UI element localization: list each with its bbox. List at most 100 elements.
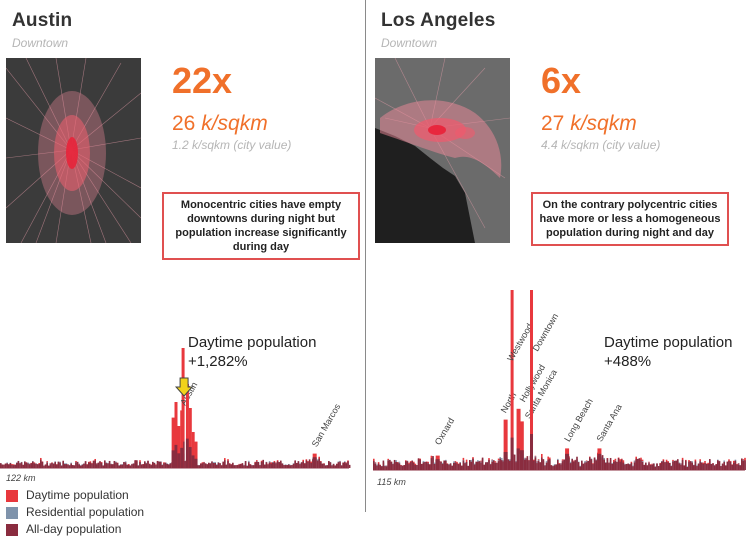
allday-bar bbox=[533, 460, 535, 470]
allday-bar bbox=[116, 462, 119, 468]
allday-bar bbox=[731, 464, 733, 470]
allday-bar bbox=[670, 466, 673, 470]
city-title: Los Angeles bbox=[381, 10, 496, 31]
allday-bar bbox=[573, 461, 575, 470]
allday-bar bbox=[427, 463, 429, 470]
allday-bar bbox=[656, 463, 658, 470]
allday-bar bbox=[118, 465, 120, 468]
allday-bar bbox=[574, 460, 577, 470]
allday-bar bbox=[75, 462, 77, 468]
allday-bar bbox=[475, 461, 477, 470]
allday-bar bbox=[501, 460, 503, 470]
allday-bar bbox=[43, 465, 45, 468]
daytime-cluster-bar bbox=[171, 417, 175, 468]
allday-bar bbox=[233, 465, 236, 468]
allday-bar bbox=[739, 465, 741, 470]
down-arrow-icon bbox=[174, 377, 194, 397]
allday-bar bbox=[718, 461, 721, 470]
allday-bar bbox=[326, 465, 328, 468]
allday-bar bbox=[606, 458, 609, 470]
daytime-peak-bar bbox=[530, 290, 534, 470]
distance-label: 115 km bbox=[377, 477, 406, 487]
allday-bar bbox=[99, 461, 101, 468]
note-box: On the contrary polycentric cities have … bbox=[531, 192, 729, 246]
allday-bar bbox=[697, 463, 700, 470]
allday-bar bbox=[12, 465, 15, 468]
allday-bar bbox=[128, 464, 130, 468]
allday-bar bbox=[457, 464, 460, 470]
allday-bar bbox=[627, 463, 629, 470]
daytime-peak-bar bbox=[181, 348, 185, 468]
allday-peak-bar bbox=[510, 437, 514, 470]
allday-bar bbox=[145, 463, 148, 468]
daytime-cluster-bar bbox=[174, 402, 178, 468]
allday-bar bbox=[78, 464, 80, 468]
allday-bar bbox=[0, 463, 2, 468]
allday-bar bbox=[549, 459, 551, 470]
allday-bar bbox=[480, 462, 482, 470]
allday-bar bbox=[643, 464, 645, 470]
allday-bar bbox=[340, 465, 343, 468]
allday-bar bbox=[406, 461, 409, 470]
allday-bar bbox=[11, 464, 13, 468]
allday-bar bbox=[653, 463, 655, 470]
allday-bar bbox=[558, 464, 561, 470]
allday-bar bbox=[208, 462, 210, 468]
allday-bar bbox=[376, 465, 378, 470]
allday-bar bbox=[654, 466, 657, 470]
allday-bar bbox=[561, 461, 564, 470]
allday-bar bbox=[238, 464, 240, 468]
allday-bar bbox=[44, 464, 47, 468]
stat-title: Daytime population bbox=[188, 334, 317, 351]
allday-bar bbox=[726, 461, 729, 470]
allday-bar bbox=[68, 465, 71, 468]
allday-bar bbox=[105, 463, 108, 468]
allday-bar bbox=[624, 464, 626, 470]
allday-bar bbox=[408, 464, 410, 470]
allday-bar bbox=[342, 462, 344, 468]
allday-bar bbox=[62, 460, 64, 468]
allday-bar bbox=[112, 464, 114, 468]
allday-bar bbox=[648, 463, 650, 470]
allday-bar bbox=[720, 466, 722, 470]
allday-bar bbox=[235, 465, 237, 468]
allday-bar bbox=[54, 461, 56, 468]
allday-bar bbox=[689, 461, 692, 470]
allday-bar bbox=[92, 460, 95, 468]
allday-bar bbox=[254, 462, 256, 468]
allday-bar bbox=[619, 461, 621, 470]
allday-bar bbox=[691, 462, 693, 470]
allday-bar bbox=[469, 459, 471, 470]
peak-label: Oxnard bbox=[433, 416, 456, 447]
allday-cluster-bar bbox=[185, 438, 189, 468]
los-angeles-chart: OxnardNorthWestwoodHollywoodSanta Monica… bbox=[369, 280, 746, 475]
allday-bar bbox=[206, 464, 208, 468]
allday-bar bbox=[632, 466, 634, 470]
allday-bar bbox=[704, 463, 706, 470]
allday-bar bbox=[203, 462, 205, 468]
allday-bar bbox=[67, 464, 69, 468]
allday-bar bbox=[120, 464, 122, 468]
allday-bar bbox=[60, 465, 63, 468]
los-angeles-population-chart: OxnardNorthWestwoodHollywoodSanta Monica… bbox=[373, 290, 746, 471]
allday-bar bbox=[497, 461, 500, 470]
allday-bar bbox=[464, 463, 466, 470]
daytime-peak-bar bbox=[516, 408, 521, 470]
austin-population-chart: AustinSan Marcos bbox=[0, 348, 351, 469]
allday-bar bbox=[1, 464, 4, 468]
allday-bar bbox=[9, 462, 12, 468]
allday-bar bbox=[462, 460, 465, 470]
ratio-value: 6x bbox=[541, 60, 582, 101]
allday-bar bbox=[273, 462, 276, 468]
allday-bar bbox=[198, 465, 200, 468]
allday-bar bbox=[422, 462, 425, 470]
allday-bar bbox=[25, 462, 28, 468]
density-number: 26 bbox=[172, 112, 196, 135]
allday-bar bbox=[680, 464, 682, 470]
allday-bar bbox=[241, 463, 244, 468]
stat-title: Daytime population bbox=[604, 334, 733, 351]
allday-bar bbox=[678, 463, 681, 470]
allday-bar bbox=[110, 464, 112, 468]
allday-bar bbox=[323, 463, 325, 468]
daytime-peak-bar bbox=[503, 419, 508, 470]
